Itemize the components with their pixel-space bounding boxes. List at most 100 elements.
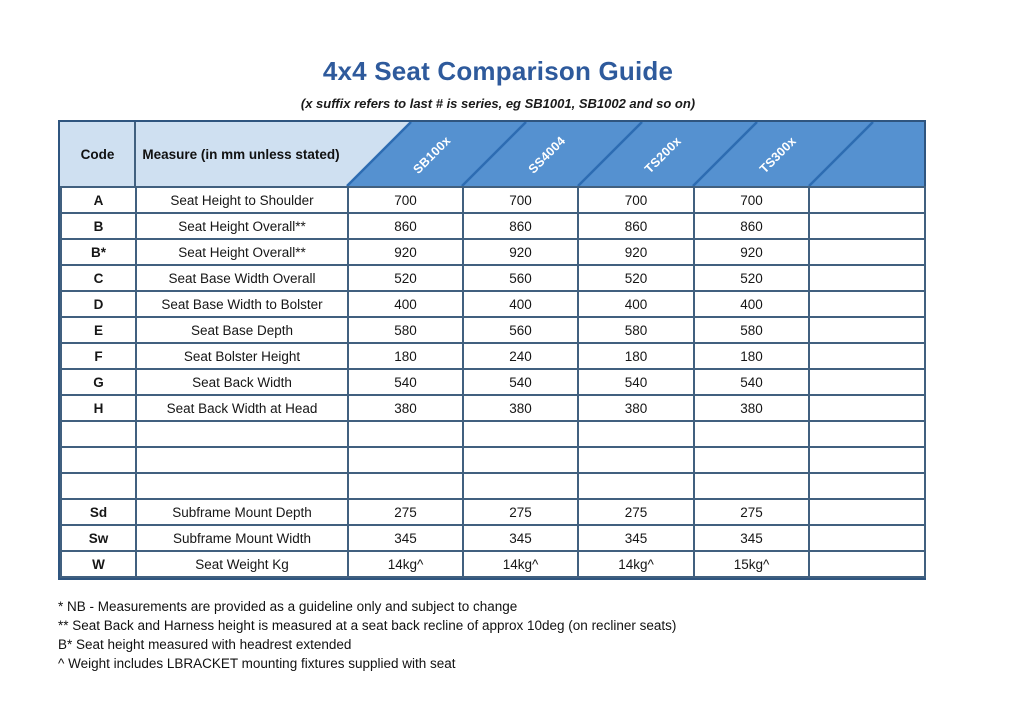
value-cell <box>808 446 926 474</box>
code-cell <box>60 420 137 448</box>
value-cell: 520 <box>347 264 464 292</box>
value-cell: 580 <box>347 316 464 344</box>
value-cell <box>808 290 926 318</box>
value-cell: 700 <box>577 186 695 214</box>
value-cell: 540 <box>693 368 810 396</box>
value-cell: 275 <box>462 498 579 526</box>
code-cell: H <box>60 394 137 422</box>
table-row: A Seat Height to Shoulder 700 700 700 700 <box>60 186 926 214</box>
measurements-table: A Seat Height to Shoulder 700 700 700 700 B Sea… <box>60 186 926 578</box>
code-cell: W <box>60 550 137 578</box>
header-band-graphic <box>60 122 924 186</box>
value-cell <box>808 212 926 240</box>
value-cell: 14kg^ <box>577 550 695 578</box>
value-cell: 14kg^ <box>347 550 464 578</box>
value-cell: 860 <box>577 212 695 240</box>
table-row: W Seat Weight Kg 14kg^ 14kg^ 14kg^ 15kg^ <box>60 550 926 578</box>
value-cell: 920 <box>577 238 695 266</box>
value-cell: 400 <box>462 290 579 318</box>
measure-cell: Seat Back Width at Head <box>135 394 349 422</box>
measure-cell: Seat Back Width <box>135 368 349 396</box>
measure-cell: Seat Base Depth <box>135 316 349 344</box>
value-cell <box>693 446 810 474</box>
measure-cell: Seat Height to Shoulder <box>135 186 349 214</box>
value-cell <box>808 524 926 552</box>
code-cell: B* <box>60 238 137 266</box>
table-row: Sw Subframe Mount Width 345 345 345 345 <box>60 524 926 552</box>
value-cell: 920 <box>462 238 579 266</box>
value-cell <box>808 550 926 578</box>
value-cell <box>808 238 926 266</box>
table-header: Code Measure (in mm unless stated) SB100… <box>60 122 924 186</box>
value-cell <box>808 498 926 526</box>
value-cell: 275 <box>693 498 810 526</box>
value-cell <box>693 420 810 448</box>
page-title: 4x4 Seat Comparison Guide <box>322 56 674 86</box>
value-cell: 345 <box>693 524 810 552</box>
value-cell: 380 <box>347 394 464 422</box>
value-cell: 380 <box>693 394 810 422</box>
code-cell <box>60 472 137 500</box>
measure-cell <box>135 446 349 474</box>
code-cell: A <box>60 186 137 214</box>
table-row: B* Seat Height Overall** 920 920 920 920 <box>60 238 926 266</box>
value-cell: 400 <box>693 290 810 318</box>
value-cell <box>577 420 695 448</box>
measure-cell: Seat Base Width to Bolster <box>135 290 349 318</box>
measure-cell: Seat Weight Kg <box>135 550 349 578</box>
value-cell: 345 <box>577 524 695 552</box>
value-cell: 580 <box>577 316 695 344</box>
title-block: 4x4 Seat Comparison Guide (x suffix refe… <box>58 56 938 111</box>
value-cell <box>808 368 926 396</box>
code-cell <box>60 446 137 474</box>
value-cell: 275 <box>347 498 464 526</box>
value-cell: 380 <box>577 394 695 422</box>
value-cell: 380 <box>462 394 579 422</box>
value-cell <box>808 342 926 370</box>
table-row: B Seat Height Overall** 860 860 860 860 <box>60 212 926 240</box>
value-cell: 540 <box>577 368 695 396</box>
measure-cell: Seat Height Overall** <box>135 212 349 240</box>
value-cell <box>808 264 926 292</box>
value-cell <box>808 420 926 448</box>
value-cell: 860 <box>462 212 579 240</box>
footnote: ** Seat Back and Harness height is measu… <box>58 618 677 633</box>
value-cell: 275 <box>577 498 695 526</box>
value-cell: 240 <box>462 342 579 370</box>
page-subtitle: (x suffix refers to last # is series, eg… <box>300 96 696 111</box>
value-cell: 560 <box>462 316 579 344</box>
value-cell: 860 <box>347 212 464 240</box>
value-cell: 700 <box>693 186 810 214</box>
table-row: E Seat Base Depth 580 560 580 580 <box>60 316 926 344</box>
code-cell: B <box>60 212 137 240</box>
code-cell: C <box>60 264 137 292</box>
value-cell: 860 <box>693 212 810 240</box>
comparison-table: Code Measure (in mm unless stated) SB100… <box>58 120 926 580</box>
measure-cell: Subframe Mount Depth <box>135 498 349 526</box>
measure-cell: Subframe Mount Width <box>135 524 349 552</box>
value-cell: 700 <box>462 186 579 214</box>
value-cell: 345 <box>462 524 579 552</box>
table-row: H Seat Back Width at Head 380 380 380 380 <box>60 394 926 422</box>
value-cell: 920 <box>347 238 464 266</box>
value-cell <box>347 420 464 448</box>
value-cell: 180 <box>347 342 464 370</box>
value-cell <box>577 446 695 474</box>
measure-cell <box>135 420 349 448</box>
value-cell <box>808 316 926 344</box>
value-cell: 580 <box>693 316 810 344</box>
code-cell: Sd <box>60 498 137 526</box>
value-cell <box>462 446 579 474</box>
table-row: C Seat Base Width Overall 520 560 520 520 <box>60 264 926 292</box>
table-row <box>60 472 926 500</box>
value-cell: 180 <box>577 342 695 370</box>
code-cell: G <box>60 368 137 396</box>
value-cell: 180 <box>693 342 810 370</box>
value-cell: 540 <box>347 368 464 396</box>
value-cell <box>347 472 464 500</box>
code-cell: Sw <box>60 524 137 552</box>
value-cell: 520 <box>693 264 810 292</box>
table-row: F Seat Bolster Height 180 240 180 180 <box>60 342 926 370</box>
value-cell <box>462 472 579 500</box>
